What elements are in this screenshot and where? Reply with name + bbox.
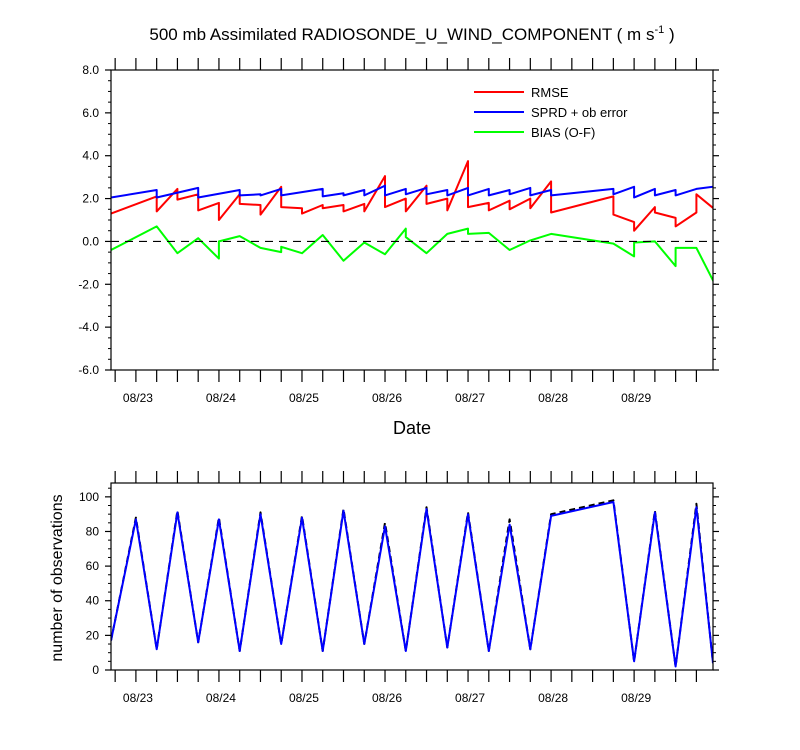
bottom-series-group <box>111 499 713 668</box>
bottom-ytick-label: 40 <box>86 594 100 608</box>
observation-count-plot: 0 20 40 60 80 100 08/23 08/24 08/25 08/26 08/27 08/… <box>49 471 719 705</box>
top-ytick-label: 0.0 <box>82 234 99 248</box>
top-series-group <box>111 160 713 331</box>
top-xtick-label: 08/28 <box>538 391 568 405</box>
top-xtick-label: 08/26 <box>372 391 402 405</box>
bottom-ytick-label: 0 <box>92 663 99 677</box>
top-ytick-label: -4.0 <box>78 320 99 334</box>
top-ytick-label: 2.0 <box>82 192 99 206</box>
chart-title-text: 500 mb Assimilated RADIOSONDE_U_WIND_COM… <box>149 25 612 44</box>
top-ytick-label: 6.0 <box>82 106 99 120</box>
legend-label-bias: BIAS (O-F) <box>531 125 595 140</box>
bottom-xtick-label: 08/23 <box>123 691 153 705</box>
top-xtick-label: 08/29 <box>621 391 651 405</box>
top-xtick-label: 08/23 <box>123 391 153 405</box>
chart-title-units-sup: -1 <box>654 24 664 36</box>
chart-title: 500 mb Assimilated RADIOSONDE_U_WIND_COM… <box>149 24 674 44</box>
chart-title-units: ( m s <box>617 25 655 44</box>
top-ytick-label: -2.0 <box>78 277 99 291</box>
bottom-xtick-label: 08/28 <box>538 691 568 705</box>
top-series-clip <box>111 160 713 331</box>
legend-label-sprd: SPRD + ob error <box>531 105 628 120</box>
top-axes-group: -6.0 -4.0 -2.0 0.0 2.0 4.0 6.0 8.0 08/23 08/24 08/… <box>78 58 719 405</box>
series-line-used-observations <box>111 501 713 668</box>
series-line-sprd-ob-error <box>111 182 713 199</box>
bottom-axes-group: 0 20 40 60 80 100 08/23 08/24 08/25 08/26 08/27 08/… <box>79 471 719 705</box>
top-ytick-label: 4.0 <box>82 149 99 163</box>
chart-legend: RMSE SPRD + ob error BIAS (O-F) <box>474 85 628 140</box>
bottom-ytick-label: 100 <box>79 490 99 504</box>
bottom-plot-frame <box>110 482 714 671</box>
top-ytick-label: -6.0 <box>78 363 99 377</box>
y-axis-title-observations: number of observations <box>49 494 66 661</box>
bias-rmse-plot: -6.0 -4.0 -2.0 0.0 2.0 4.0 6.0 8.0 08/23 08/24 08/… <box>78 58 719 438</box>
bottom-xtick-label: 08/29 <box>621 691 651 705</box>
bottom-xtick-label: 08/26 <box>372 691 402 705</box>
chart-title-units-end: ) <box>664 25 674 44</box>
bottom-ytick-label: 80 <box>86 524 100 538</box>
top-ytick-label: 8.0 <box>82 63 99 77</box>
top-xtick-label: 08/24 <box>206 391 236 405</box>
x-axis-title: Date <box>393 418 431 438</box>
bottom-xtick-label: 08/24 <box>206 691 236 705</box>
top-xtick-label: 08/27 <box>455 391 485 405</box>
bottom-xtick-label: 08/27 <box>455 691 485 705</box>
bottom-series-clip <box>111 499 713 668</box>
top-xtick-label: 08/25 <box>289 391 319 405</box>
bottom-xtick-label: 08/25 <box>289 691 319 705</box>
series-line-possible-observations <box>111 499 713 668</box>
bottom-ytick-label: 20 <box>86 628 100 642</box>
bottom-ytick-label: 60 <box>86 559 100 573</box>
legend-label-rmse: RMSE <box>531 85 569 100</box>
